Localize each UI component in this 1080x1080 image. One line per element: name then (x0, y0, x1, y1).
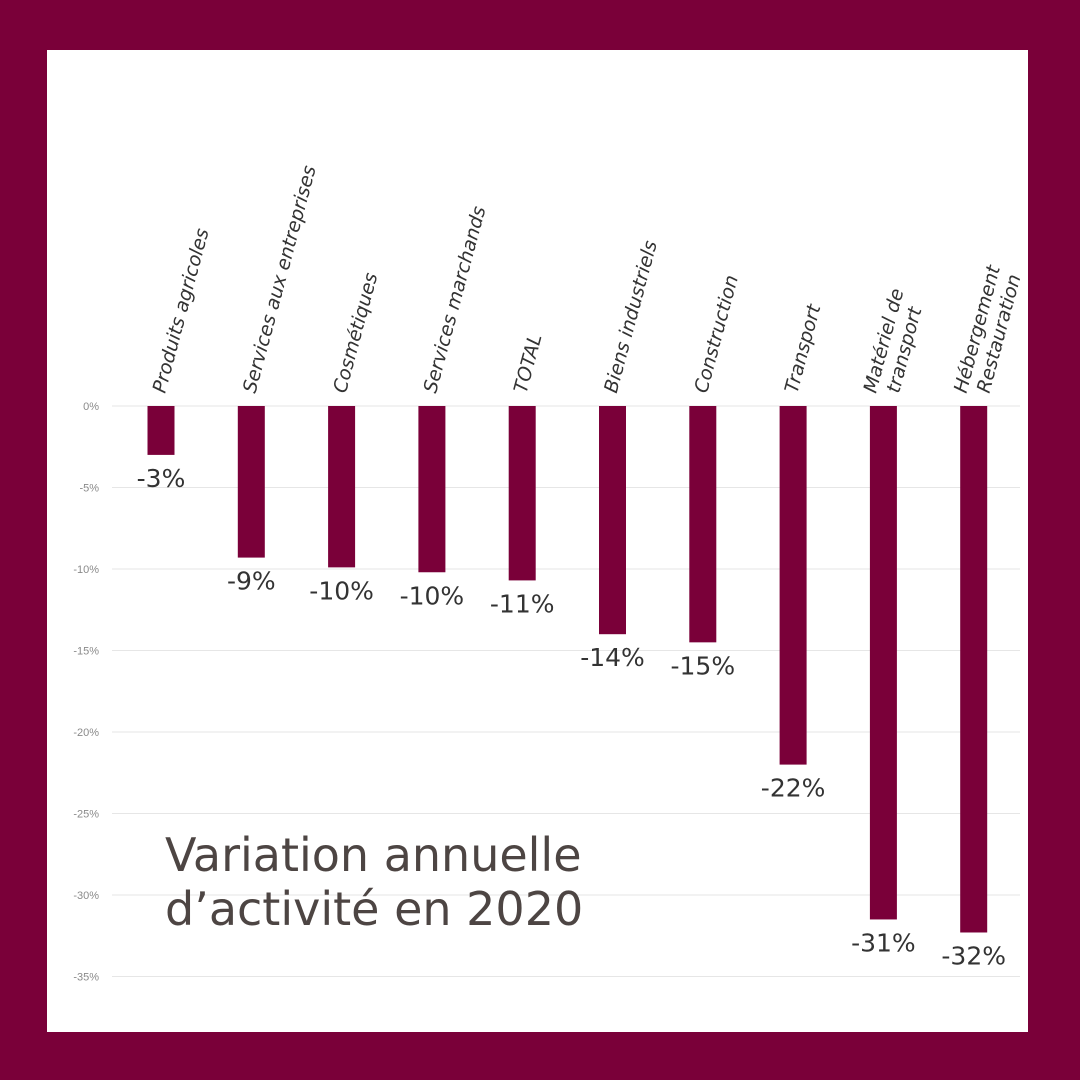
value-label: -14% (580, 643, 645, 672)
value-label: -11% (490, 589, 555, 618)
bars (147, 406, 988, 933)
y-tick-label: -35% (73, 972, 99, 984)
value-label: -9% (227, 567, 276, 596)
category-label: Cosmétiques (329, 270, 382, 395)
y-tick-label: -25% (73, 809, 99, 821)
y-tick-label: -5% (79, 483, 99, 495)
value-label: -3% (137, 464, 186, 493)
chart-title-line-1: Variation annuelle (165, 828, 582, 882)
category-label: Transport (781, 301, 826, 396)
y-tick-label: -10% (73, 564, 99, 576)
category-label: Produits agricoles (149, 226, 214, 395)
bar (147, 406, 175, 455)
bar (599, 406, 626, 635)
y-tick-label: 0% (83, 401, 99, 413)
category-labels: Produits agricoles Services aux entrepris… (149, 163, 1026, 395)
bar (779, 406, 807, 765)
chart-title-line-2: d’activité en 2020 (165, 882, 584, 936)
chart-panel: 0% -5% -10% -15% -20% -25% -30% -35% -3% -9% -10%… (47, 50, 1028, 1032)
category-label: Biens industriels (600, 238, 662, 395)
chart-title: Variation annuelle d’activité en 2020 (165, 828, 725, 936)
value-label: -32% (941, 941, 1006, 970)
bar (328, 406, 356, 568)
value-label: -10% (309, 576, 374, 605)
category-label: TOTAL (510, 332, 547, 396)
bar (237, 406, 265, 558)
y-tick-label: -30% (73, 890, 99, 902)
y-tick-label: -20% (73, 727, 99, 739)
value-label: -22% (761, 774, 826, 803)
bar (689, 406, 717, 643)
bar (960, 406, 988, 933)
category-label: Construction (690, 273, 743, 396)
y-axis-ticks: 0% -5% -10% -15% -20% -25% -30% -35% (73, 401, 99, 984)
category-label: Services marchands (419, 204, 490, 395)
value-labels: -3% -9% -10% -10% -11% -14% -15% -22% -31% -32% (137, 464, 1006, 971)
bar (869, 406, 897, 920)
y-tick-label: -15% (73, 646, 99, 658)
value-label: -10% (400, 581, 465, 610)
value-label: -15% (671, 651, 736, 680)
bar (418, 406, 446, 573)
value-label: -31% (851, 928, 916, 957)
category-label: Services aux entreprises (239, 163, 321, 395)
bar-chart: 0% -5% -10% -15% -20% -25% -30% -35% -3% -9% -10%… (73, 163, 1026, 984)
bar (508, 406, 536, 581)
